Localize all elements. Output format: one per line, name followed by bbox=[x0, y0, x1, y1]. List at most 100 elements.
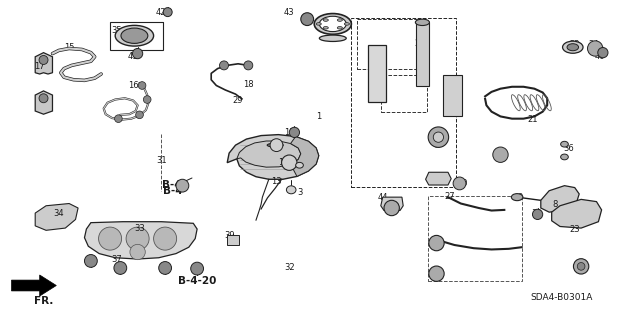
Bar bbox=[110, 22, 163, 50]
Text: 30: 30 bbox=[531, 209, 541, 218]
Text: 7: 7 bbox=[434, 141, 439, 150]
Text: 42: 42 bbox=[156, 8, 166, 17]
Text: 28: 28 bbox=[177, 181, 188, 190]
Text: 16: 16 bbox=[128, 81, 138, 90]
Text: 25: 25 bbox=[414, 39, 424, 48]
Polygon shape bbox=[381, 197, 403, 211]
Text: 3: 3 bbox=[297, 189, 302, 197]
Text: 24: 24 bbox=[589, 40, 599, 48]
Circle shape bbox=[598, 48, 608, 58]
Circle shape bbox=[282, 155, 297, 170]
Text: 38: 38 bbox=[576, 261, 586, 270]
Circle shape bbox=[532, 209, 543, 219]
Text: 14: 14 bbox=[431, 173, 442, 182]
Circle shape bbox=[191, 262, 204, 275]
Polygon shape bbox=[35, 204, 78, 230]
Text: 29: 29 bbox=[233, 96, 243, 105]
Text: 10: 10 bbox=[457, 179, 467, 188]
Polygon shape bbox=[541, 186, 579, 212]
Circle shape bbox=[433, 132, 444, 142]
Text: 23: 23 bbox=[570, 225, 580, 234]
Text: 19: 19 bbox=[326, 15, 337, 24]
Ellipse shape bbox=[415, 19, 429, 26]
Ellipse shape bbox=[561, 141, 568, 147]
Text: 12: 12 bbox=[278, 158, 288, 167]
Polygon shape bbox=[84, 222, 197, 259]
Circle shape bbox=[270, 139, 283, 152]
Circle shape bbox=[289, 127, 300, 137]
Circle shape bbox=[220, 61, 228, 70]
Text: 44: 44 bbox=[378, 193, 388, 202]
Ellipse shape bbox=[121, 28, 148, 43]
Polygon shape bbox=[552, 199, 602, 228]
Text: 5: 5 bbox=[449, 109, 454, 118]
Text: 43: 43 bbox=[284, 8, 294, 17]
Text: 17: 17 bbox=[35, 62, 45, 71]
Ellipse shape bbox=[115, 26, 154, 46]
Text: 6: 6 bbox=[390, 204, 395, 213]
Ellipse shape bbox=[511, 194, 523, 201]
Text: 26: 26 bbox=[431, 242, 442, 251]
Text: 40: 40 bbox=[595, 52, 605, 61]
Circle shape bbox=[143, 96, 151, 103]
Text: 35: 35 bbox=[111, 26, 122, 35]
Text: 36: 36 bbox=[563, 144, 573, 153]
Text: 21: 21 bbox=[527, 115, 538, 124]
Text: 20: 20 bbox=[497, 151, 508, 160]
Text: 2: 2 bbox=[271, 141, 276, 150]
Circle shape bbox=[176, 179, 189, 192]
Circle shape bbox=[577, 263, 585, 270]
Text: 9: 9 bbox=[517, 193, 522, 202]
Circle shape bbox=[453, 177, 466, 190]
Ellipse shape bbox=[323, 26, 328, 29]
Ellipse shape bbox=[296, 162, 303, 168]
Circle shape bbox=[428, 127, 449, 147]
Circle shape bbox=[99, 227, 122, 250]
Ellipse shape bbox=[319, 35, 346, 41]
Circle shape bbox=[159, 262, 172, 274]
Text: 39: 39 bbox=[224, 231, 234, 240]
Ellipse shape bbox=[344, 23, 349, 25]
Polygon shape bbox=[426, 172, 451, 185]
Circle shape bbox=[384, 200, 399, 216]
Circle shape bbox=[573, 259, 589, 274]
Bar bbox=[443, 75, 462, 116]
Circle shape bbox=[588, 41, 603, 56]
Circle shape bbox=[493, 147, 508, 162]
Text: SDA4-B0301A: SDA4-B0301A bbox=[531, 293, 593, 302]
Text: 33: 33 bbox=[134, 224, 145, 233]
Bar bbox=[368, 45, 386, 102]
Ellipse shape bbox=[567, 44, 579, 51]
Text: 27: 27 bbox=[444, 192, 454, 201]
Bar bbox=[381, 75, 427, 112]
Text: 34: 34 bbox=[54, 209, 64, 218]
Text: 13: 13 bbox=[271, 177, 282, 186]
Circle shape bbox=[244, 61, 253, 70]
Text: 4: 4 bbox=[425, 63, 430, 71]
Text: 1: 1 bbox=[316, 112, 321, 121]
Ellipse shape bbox=[316, 23, 321, 25]
Bar bbox=[227, 235, 239, 245]
Circle shape bbox=[114, 262, 127, 274]
Polygon shape bbox=[12, 275, 56, 296]
Circle shape bbox=[132, 48, 143, 59]
Text: 15: 15 bbox=[64, 43, 74, 52]
Text: 31: 31 bbox=[156, 156, 166, 165]
Polygon shape bbox=[237, 141, 301, 167]
Polygon shape bbox=[35, 91, 52, 114]
Circle shape bbox=[429, 235, 444, 251]
Circle shape bbox=[163, 8, 172, 17]
Circle shape bbox=[429, 266, 444, 281]
Circle shape bbox=[130, 244, 145, 260]
Ellipse shape bbox=[561, 154, 568, 160]
Text: 22: 22 bbox=[570, 40, 580, 48]
Text: 37: 37 bbox=[111, 255, 122, 263]
Bar bbox=[351, 18, 456, 187]
Text: 32: 32 bbox=[284, 263, 294, 272]
Text: 8: 8 bbox=[553, 200, 558, 209]
Bar bbox=[416, 22, 429, 86]
Circle shape bbox=[39, 94, 48, 103]
Circle shape bbox=[115, 115, 122, 122]
Bar bbox=[357, 19, 424, 69]
Text: 18: 18 bbox=[243, 80, 253, 89]
